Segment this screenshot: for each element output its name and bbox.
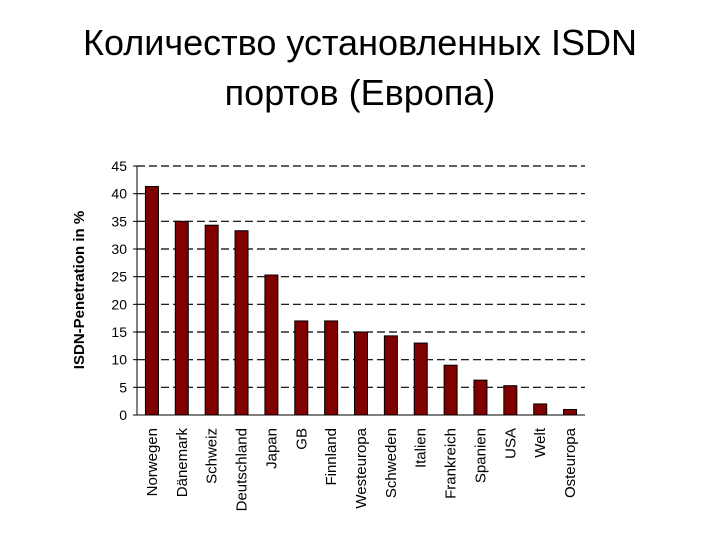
title-line: портов (Европа) bbox=[224, 72, 496, 113]
x-tick-label: Finnland bbox=[323, 428, 340, 486]
y-tick-label: 40 bbox=[111, 186, 127, 202]
x-tick-label: Italien bbox=[413, 428, 430, 468]
x-tick-label: Osteuropa bbox=[562, 427, 579, 498]
x-tick-label: Schweiz bbox=[204, 428, 221, 484]
x-tick-label: Dänemark bbox=[174, 428, 191, 498]
bar bbox=[144, 185, 159, 416]
y-tick-label: 5 bbox=[119, 379, 127, 395]
y-tick-label: 0 bbox=[119, 407, 127, 423]
x-tick-label: Welt bbox=[532, 427, 549, 458]
x-tick-label: Spanien bbox=[472, 428, 489, 483]
bar bbox=[264, 274, 279, 416]
x-tick-label: Japan bbox=[263, 428, 280, 469]
x-tick-label: USA bbox=[502, 428, 519, 459]
title-line: Количество установленных ISDN bbox=[83, 22, 637, 63]
bar bbox=[413, 342, 428, 416]
y-axis-label: ISDN-Penetration in % bbox=[71, 211, 88, 369]
y-tick-label: 15 bbox=[111, 324, 127, 340]
bar bbox=[174, 220, 189, 416]
bar bbox=[324, 320, 339, 416]
bar bbox=[563, 408, 578, 416]
x-tick-label: Schweden bbox=[383, 428, 400, 498]
y-tick-label: 30 bbox=[111, 241, 127, 257]
bar bbox=[294, 320, 309, 416]
x-tick-label: GB bbox=[293, 428, 310, 450]
bar bbox=[204, 224, 219, 416]
bar bbox=[383, 335, 398, 416]
x-tick-label: Deutschland bbox=[234, 428, 251, 511]
bar bbox=[234, 230, 249, 416]
bar bbox=[443, 364, 458, 416]
bar bbox=[503, 385, 518, 416]
x-tick-label: Westeuropa bbox=[353, 427, 370, 508]
x-tick-label: Frankreich bbox=[443, 428, 460, 499]
y-tick-label: 20 bbox=[111, 296, 127, 312]
bar bbox=[473, 379, 488, 416]
bar bbox=[533, 403, 548, 416]
y-tick-label: 25 bbox=[111, 269, 127, 285]
x-tick-label: Norwegen bbox=[144, 428, 161, 496]
bar bbox=[354, 331, 368, 416]
y-tick-label: 10 bbox=[111, 352, 127, 368]
y-tick-label: 45 bbox=[111, 158, 127, 174]
y-tick-label: 35 bbox=[111, 213, 127, 229]
